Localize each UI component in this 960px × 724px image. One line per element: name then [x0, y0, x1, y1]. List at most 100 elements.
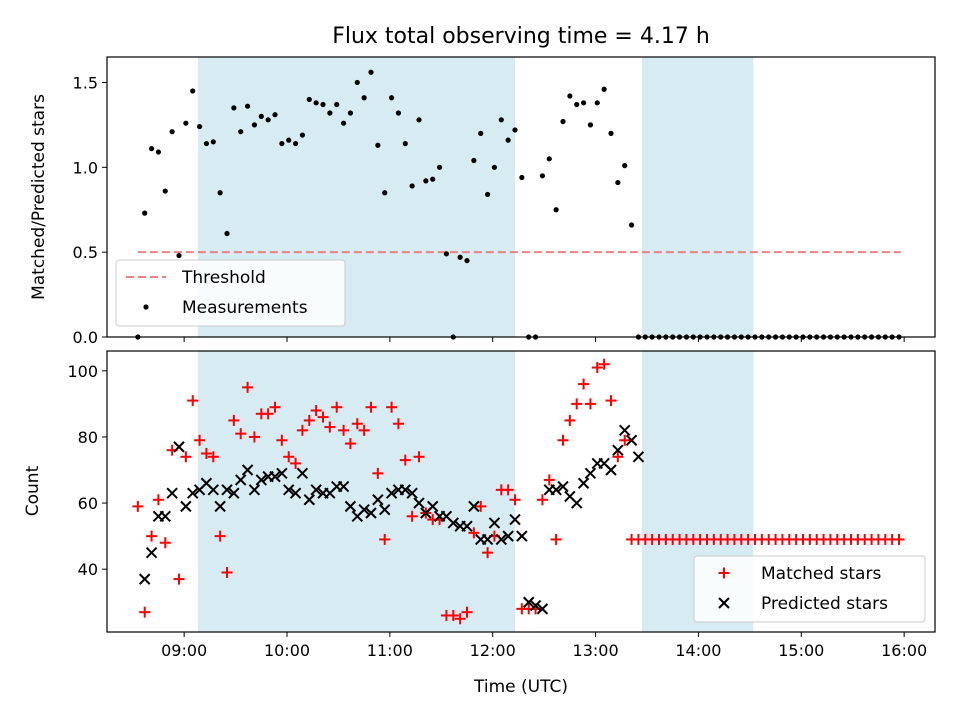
matched-star-marker: [152, 494, 164, 506]
measurement-point: [272, 112, 278, 118]
y-tick-label: 0.5: [73, 243, 98, 262]
marker-stroke: [255, 474, 267, 486]
marker-stroke: [536, 603, 549, 615]
measurement-point: [327, 110, 333, 116]
marker-stroke: [248, 484, 261, 496]
x-tick-label: 12:00: [470, 641, 516, 660]
measurement-point: [292, 140, 299, 147]
predicted-star-marker: [180, 500, 192, 513]
bottom-axes: 40 60 80 100 09:00 10:00 11:00 12:00 13:00 14:00…: [23, 350, 936, 697]
matched-star-marker: [200, 447, 212, 459]
predicted-star-marker: [221, 484, 233, 496]
matched-star-marker: [399, 454, 411, 466]
predicted-star-marker: [372, 494, 384, 506]
matched-star-marker: [358, 424, 370, 436]
measurement-point: [155, 149, 162, 155]
measurement-point: [546, 156, 552, 162]
matched-star-marker: [338, 424, 350, 436]
bottom-legend: Matched stars Predicted stars: [693, 555, 926, 623]
predicted-star-marker: [228, 487, 240, 499]
matched-star-marker: [612, 451, 624, 463]
measurement-point: [471, 157, 477, 164]
predicted-star-marker: [173, 441, 185, 453]
measurement-point: [498, 117, 504, 123]
matched-star-marker: [262, 408, 274, 420]
measurement-point: [320, 101, 326, 108]
predicted-star-marker: [481, 533, 494, 546]
predicted-star-marker: [632, 451, 645, 463]
x-tick-label: 13:00: [573, 641, 619, 660]
measurement-point: [402, 140, 408, 147]
predicted-star-marker: [461, 520, 473, 532]
matched-star-marker: [619, 434, 631, 446]
predicted-star-marker: [502, 530, 514, 542]
x-tick-label: 16:00: [881, 641, 927, 660]
measurement-point: [587, 122, 594, 128]
matched-star-marker: [598, 358, 610, 370]
predicted-star-marker: [248, 484, 261, 496]
marker-stroke: [283, 484, 295, 496]
legend-predicted-label: Predicted stars: [761, 594, 888, 614]
measurement-point: [190, 88, 196, 94]
matched-star-marker: [718, 567, 730, 579]
matched-star-marker: [454, 613, 466, 625]
matched-star-marker: [461, 606, 473, 618]
measurement-point: [553, 207, 559, 213]
matched-star-marker: [893, 533, 905, 545]
matched-star-marker: [344, 438, 356, 450]
predicted-star-marker: [516, 530, 528, 542]
matched-star-marker: [194, 434, 206, 446]
measurement-point: [265, 117, 271, 123]
marker-stroke: [571, 497, 583, 509]
predicted-star-marker: [303, 494, 315, 506]
matched-star-marker: [502, 484, 514, 496]
measurement-point: [601, 86, 607, 92]
marker-stroke: [269, 470, 281, 483]
matched-star-marker: [242, 381, 254, 393]
matched-star-marker: [317, 411, 329, 423]
matched-star-marker: [283, 451, 295, 463]
top-y-ticks: 0.0 0.5 1.0 1.5: [73, 73, 107, 347]
marker-stroke: [139, 573, 151, 585]
marker-stroke: [187, 487, 199, 499]
matched-star-marker: [187, 395, 199, 407]
top-legend: Threshold Measurements: [115, 259, 346, 327]
bottom-shaded-intervals: [197, 351, 754, 632]
predicted-star-marker: [289, 487, 302, 499]
marker-stroke: [276, 467, 288, 480]
matched-star-marker: [214, 530, 226, 542]
predicted-star-marker: [577, 477, 590, 489]
matched-star-marker: [406, 510, 418, 522]
matched-star-marker: [571, 398, 583, 410]
y-tick-label: 0.0: [73, 328, 98, 347]
matched-star-marker: [235, 428, 247, 440]
predicted-star-marker: [276, 467, 288, 480]
predicted-star-marker: [612, 444, 624, 456]
measurement-point: [615, 179, 621, 186]
measurement-point: [183, 120, 189, 126]
bottom-y-axis-label: Count: [23, 465, 43, 516]
marker-stroke: [632, 451, 645, 463]
matched-star-marker: [365, 401, 377, 413]
marker-stroke: [358, 503, 370, 516]
legend-threshold-label: Threshold: [181, 268, 266, 288]
shaded-interval: [641, 57, 754, 337]
measurement-point: [334, 101, 340, 108]
marker-stroke: [598, 457, 610, 470]
measurement-point: [279, 140, 285, 147]
measurement-point: [299, 132, 306, 138]
measurement-point: [142, 210, 148, 216]
legend-measurement-label: Measurements: [182, 298, 308, 318]
marker-stroke: [289, 487, 302, 499]
predicted-star-marker: [269, 470, 281, 483]
matched-star-marker: [139, 606, 151, 618]
measurement-point: [436, 164, 443, 170]
marker-stroke: [619, 424, 631, 437]
marker-stroke: [481, 533, 494, 546]
predicted-star-marker: [495, 533, 507, 546]
predicted-star-marker: [241, 464, 254, 476]
marker-stroke: [241, 464, 254, 476]
marker-stroke: [584, 467, 597, 480]
marker-stroke: [296, 467, 309, 480]
marker-stroke: [550, 484, 562, 496]
